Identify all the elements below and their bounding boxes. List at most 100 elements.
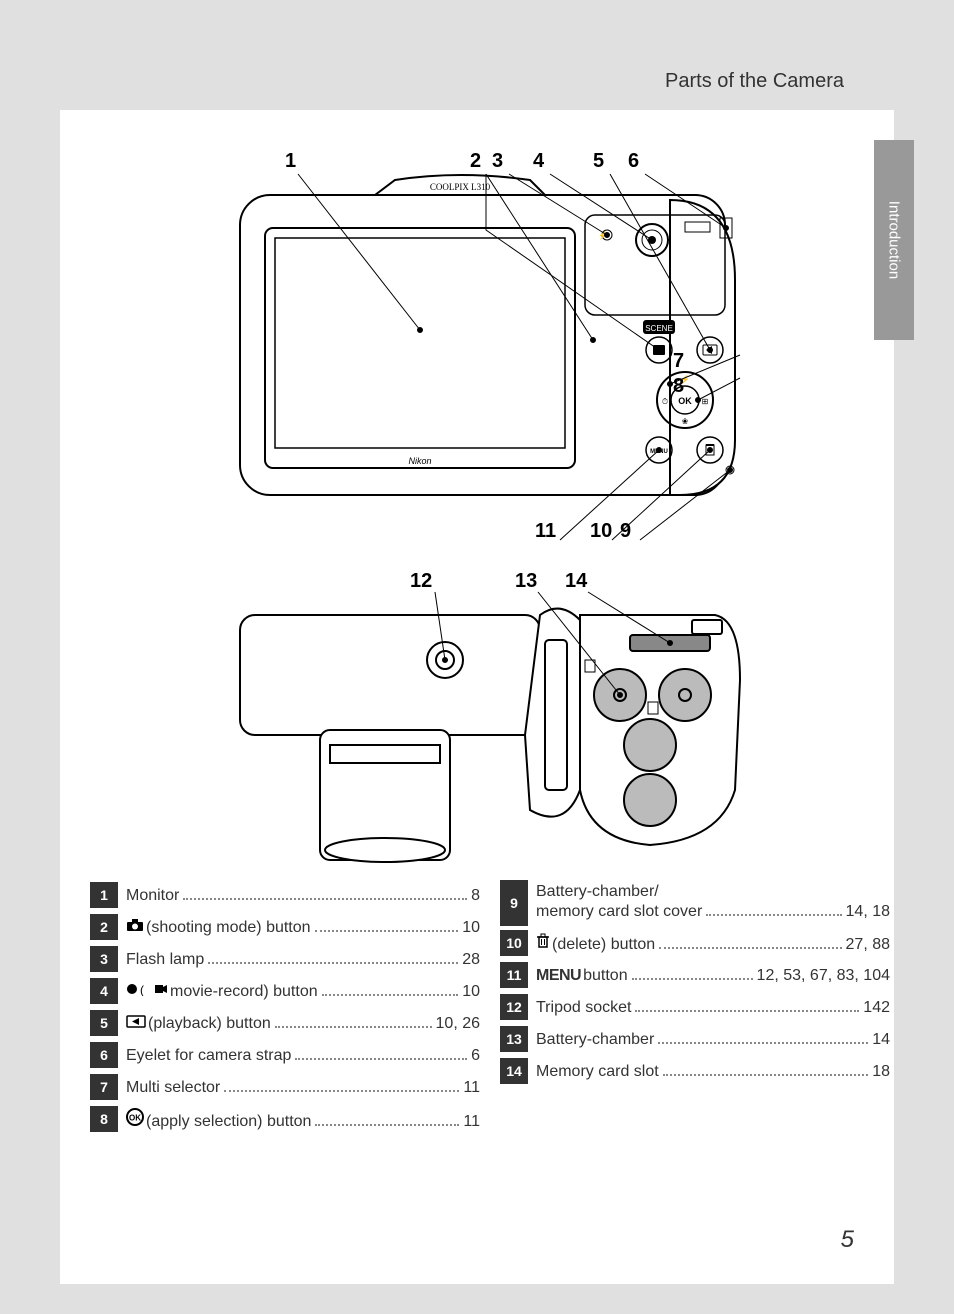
legend-text: ( movie-record) button 10 bbox=[126, 981, 480, 1000]
legend-row-4: 4 ( movie-record) button 10 bbox=[90, 976, 480, 1006]
legend-label: (apply selection) button bbox=[146, 1113, 311, 1131]
playback-icon bbox=[126, 1014, 146, 1033]
callout-13: 13 bbox=[515, 570, 537, 593]
legend-row-10: 10 (delete) button27, 88 bbox=[500, 928, 890, 958]
legend-text: Monitor 8 bbox=[126, 885, 480, 904]
legend-col-2: 9Battery-chamber/memory card slot cover1… bbox=[500, 880, 890, 1136]
trash-icon bbox=[536, 933, 550, 954]
page-title: Parts of the Camera bbox=[665, 70, 844, 93]
legend-num: 1 bbox=[90, 882, 118, 908]
legend-text: OK (apply selection) button 11 bbox=[126, 1108, 480, 1131]
section-tab: Introduction bbox=[874, 140, 914, 340]
legend-pages: 11 bbox=[463, 1079, 480, 1097]
camera-icon bbox=[126, 918, 144, 937]
dot-movie-icon: ( bbox=[126, 982, 168, 1001]
legend-pages: 8 bbox=[471, 887, 480, 905]
legend-num: 14 bbox=[500, 1058, 528, 1084]
svg-text:Nikon: Nikon bbox=[408, 456, 431, 466]
legend-pages: 10 bbox=[462, 919, 480, 937]
svg-text:⏱: ⏱ bbox=[662, 397, 668, 406]
legend-label: (playback) button bbox=[148, 1015, 271, 1033]
legend-num: 4 bbox=[90, 978, 118, 1004]
legend-row-7: 7 Multi selector 11 bbox=[90, 1072, 480, 1102]
camera-back-diagram: COOLPIX L310 Nikon ⚡ SCENE bbox=[200, 140, 750, 580]
legend-text: (shooting mode) button 10 bbox=[126, 917, 480, 936]
legend-row-11: 11 MENU button 12, 53, 67, 83, 104 bbox=[500, 960, 890, 990]
svg-text:❀: ❀ bbox=[682, 417, 689, 426]
legend-label: movie-record) button bbox=[170, 983, 318, 1001]
callout-1: 1 bbox=[285, 150, 296, 173]
page-number: 5 bbox=[841, 1226, 854, 1254]
legend-label: Eyelet for camera strap bbox=[126, 1047, 291, 1065]
legend-num: 2 bbox=[90, 914, 118, 940]
legend-text: (delete) button27, 88 bbox=[536, 933, 890, 954]
camera-bottom-diagram bbox=[210, 560, 750, 870]
legend-text: Multi selector 11 bbox=[126, 1077, 480, 1096]
legend-row-14: 14 Memory card slot 18 bbox=[500, 1056, 890, 1086]
legend-num: 11 bbox=[500, 962, 528, 988]
svg-text:(: ( bbox=[140, 983, 144, 996]
legend-text: (playback) button10, 26 bbox=[126, 1013, 480, 1032]
callout-3: 3 bbox=[492, 150, 503, 173]
legend-num: 6 bbox=[90, 1042, 118, 1068]
legend-label: Battery-chamber bbox=[536, 1031, 654, 1049]
legend-row-6: 6 Eyelet for camera strap6 bbox=[90, 1040, 480, 1070]
callout-6: 6 bbox=[628, 150, 639, 173]
svg-text:COOLPIX L310: COOLPIX L310 bbox=[430, 182, 491, 192]
legend-num: 9 bbox=[500, 880, 528, 926]
legend-label: button bbox=[583, 967, 627, 985]
legend-row-12: 12 Tripod socket 142 bbox=[500, 992, 890, 1022]
legend-text: Battery-chamber 14 bbox=[536, 1029, 890, 1048]
svg-text:SCENE: SCENE bbox=[645, 324, 673, 333]
legend-row-3: 3 Flash lamp 28 bbox=[90, 944, 480, 974]
legend-pages: 27, 88 bbox=[846, 936, 890, 954]
legend-text: Tripod socket 142 bbox=[536, 997, 890, 1016]
legend-num: 8 bbox=[90, 1106, 118, 1132]
legend-pages: 10 bbox=[462, 983, 480, 1001]
legend-label: Monitor bbox=[126, 887, 179, 905]
legend-col-1: 1 Monitor 8 2 (shooting mode) button 10 3 Flas… bbox=[90, 880, 480, 1136]
legend-row-2: 2 (shooting mode) button 10 bbox=[90, 912, 480, 942]
callout-8: 8 bbox=[673, 375, 684, 398]
legend-label: Tripod socket bbox=[536, 999, 631, 1017]
legend-num: 12 bbox=[500, 994, 528, 1020]
legend-text: Battery-chamber/memory card slot cover14… bbox=[536, 883, 890, 922]
legend-num: 13 bbox=[500, 1026, 528, 1052]
legend-pages: 12, 53, 67, 83, 104 bbox=[757, 967, 890, 985]
legend-label: Multi selector bbox=[126, 1079, 220, 1097]
menu-icon: MENU bbox=[536, 967, 581, 985]
callout-14: 14 bbox=[565, 570, 587, 593]
callout-11: 11 bbox=[535, 520, 556, 543]
callout-10: 10 bbox=[590, 520, 612, 543]
legend-text: Eyelet for camera strap6 bbox=[126, 1045, 480, 1064]
legend-num: 5 bbox=[90, 1010, 118, 1036]
callout-5: 5 bbox=[593, 150, 604, 173]
legend-pages: 18 bbox=[872, 1063, 890, 1081]
legend-text: Flash lamp 28 bbox=[126, 949, 480, 968]
legend-label: (shooting mode) button bbox=[146, 919, 311, 937]
legend-label: Flash lamp bbox=[126, 951, 204, 969]
svg-text:OK: OK bbox=[129, 1113, 141, 1122]
callout-2: 2 bbox=[470, 150, 481, 173]
legend-text: Memory card slot 18 bbox=[536, 1061, 890, 1080]
callout-12: 12 bbox=[410, 570, 432, 593]
legend-pages: 14 bbox=[872, 1031, 890, 1049]
callout-7: 7 bbox=[673, 350, 684, 373]
parts-legend: 1 Monitor 8 2 (shooting mode) button 10 3 Flas… bbox=[90, 880, 890, 1136]
callout-9: 9 bbox=[620, 520, 631, 543]
svg-text:⊞: ⊞ bbox=[702, 397, 709, 406]
legend-num: 7 bbox=[90, 1074, 118, 1100]
legend-row-5: 5 (playback) button10, 26 bbox=[90, 1008, 480, 1038]
callout-4: 4 bbox=[533, 150, 544, 173]
legend-pages: 142 bbox=[863, 999, 890, 1017]
legend-num: 3 bbox=[90, 946, 118, 972]
ok-icon: OK bbox=[126, 1108, 144, 1131]
legend-pages: 11 bbox=[463, 1113, 480, 1131]
legend-num: 10 bbox=[500, 930, 528, 956]
legend-row-8: 8 OK (apply selection) button 11 bbox=[90, 1104, 480, 1134]
legend-label: Memory card slot bbox=[536, 1063, 659, 1081]
legend-text: MENU button 12, 53, 67, 83, 104 bbox=[536, 965, 890, 984]
manual-page: Parts of the Camera Introduction COOLPIX… bbox=[60, 30, 894, 1284]
legend-pages: 28 bbox=[462, 951, 480, 969]
section-tab-label: Introduction bbox=[886, 201, 903, 279]
